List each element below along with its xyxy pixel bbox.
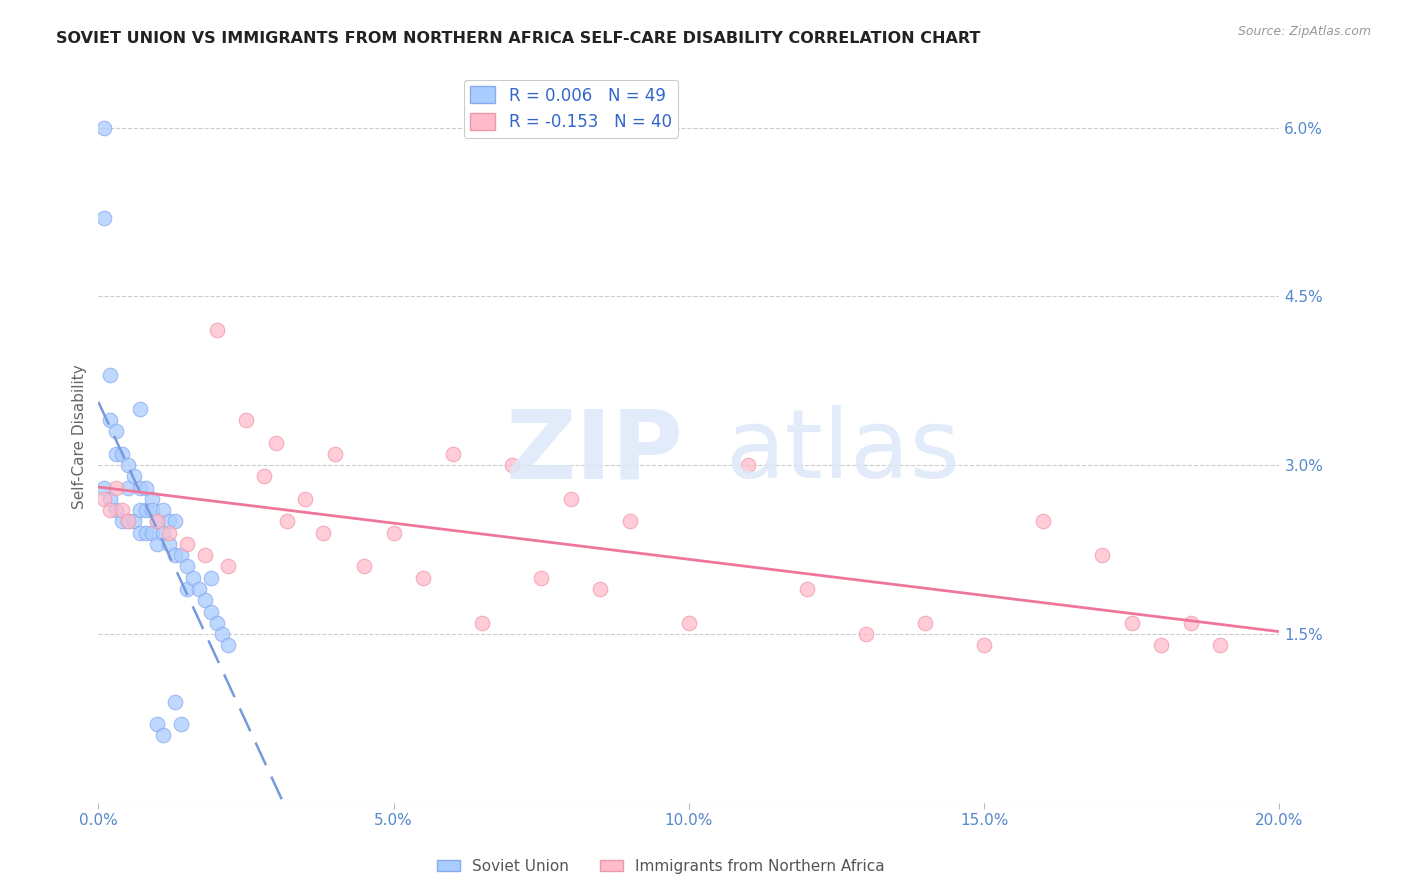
Point: [170, 717, 193, 731]
Point: [501, 458, 523, 473]
Point: [165, 548, 187, 562]
Point: [128, 503, 150, 517]
Point: [122, 515, 145, 529]
Point: [146, 515, 169, 529]
Point: [105, 425, 128, 439]
Point: [135, 525, 157, 540]
Point: [105, 481, 128, 495]
Point: [135, 481, 157, 495]
Point: [122, 469, 145, 483]
Point: [117, 515, 139, 529]
Point: [294, 491, 316, 506]
Point: [353, 559, 375, 574]
Point: [141, 525, 163, 540]
Legend: R = 0.006   N = 49, R = -0.153   N = 40: R = 0.006 N = 49, R = -0.153 N = 40: [464, 79, 678, 137]
Text: ZIP: ZIP: [506, 405, 683, 499]
Point: [111, 503, 134, 517]
Point: [176, 582, 198, 596]
Point: [117, 458, 139, 473]
Point: [589, 582, 612, 596]
Point: [152, 728, 174, 742]
Point: [200, 571, 222, 585]
Point: [170, 548, 193, 562]
Point: [141, 503, 163, 517]
Point: [1150, 638, 1173, 652]
Point: [217, 559, 239, 574]
Point: [141, 491, 163, 506]
Point: [98, 368, 121, 383]
Point: [135, 503, 157, 517]
Point: [157, 537, 180, 551]
Point: [157, 515, 180, 529]
Point: [1032, 515, 1054, 529]
Y-axis label: Self-Care Disability: Self-Care Disability: [72, 365, 87, 509]
Point: [98, 503, 121, 517]
Point: [855, 627, 877, 641]
Point: [128, 401, 150, 416]
Point: [1091, 548, 1114, 562]
Point: [146, 515, 169, 529]
Text: atlas: atlas: [725, 405, 960, 499]
Point: [323, 447, 346, 461]
Point: [382, 525, 405, 540]
Point: [276, 515, 298, 529]
Point: [619, 515, 641, 529]
Point: [105, 503, 128, 517]
Point: [93, 120, 115, 135]
Point: [165, 694, 187, 708]
Point: [217, 638, 239, 652]
Point: [1209, 638, 1232, 652]
Point: [152, 525, 174, 540]
Point: [973, 638, 995, 652]
Legend: Soviet Union, Immigrants from Northern Africa: Soviet Union, Immigrants from Northern A…: [432, 853, 890, 880]
Point: [1121, 615, 1143, 630]
Point: [128, 525, 150, 540]
Text: SOVIET UNION VS IMMIGRANTS FROM NORTHERN AFRICA SELF-CARE DISABILITY CORRELATION: SOVIET UNION VS IMMIGRANTS FROM NORTHERN…: [56, 31, 980, 46]
Point: [235, 413, 257, 427]
Point: [211, 627, 233, 641]
Point: [176, 559, 198, 574]
Point: [117, 515, 139, 529]
Point: [146, 717, 169, 731]
Point: [200, 605, 222, 619]
Point: [93, 491, 115, 506]
Point: [253, 469, 276, 483]
Point: [93, 211, 115, 225]
Point: [914, 615, 936, 630]
Point: [441, 447, 464, 461]
Point: [312, 525, 335, 540]
Point: [128, 481, 150, 495]
Point: [1180, 615, 1202, 630]
Point: [117, 481, 139, 495]
Point: [264, 435, 287, 450]
Point: [796, 582, 818, 596]
Point: [157, 525, 180, 540]
Point: [98, 413, 121, 427]
Point: [471, 615, 494, 630]
Point: [105, 447, 128, 461]
Point: [560, 491, 582, 506]
Point: [737, 458, 759, 473]
Point: [93, 481, 115, 495]
Point: [152, 503, 174, 517]
Point: [165, 515, 187, 529]
Point: [111, 447, 134, 461]
Point: [194, 548, 217, 562]
Point: [181, 571, 204, 585]
Point: [187, 582, 209, 596]
Point: [205, 615, 228, 630]
Point: [412, 571, 434, 585]
Point: [146, 537, 169, 551]
Point: [176, 537, 198, 551]
Point: [530, 571, 553, 585]
Point: [111, 515, 134, 529]
Point: [205, 323, 228, 337]
Text: Source: ZipAtlas.com: Source: ZipAtlas.com: [1237, 25, 1371, 38]
Point: [678, 615, 700, 630]
Point: [194, 593, 217, 607]
Point: [98, 491, 121, 506]
